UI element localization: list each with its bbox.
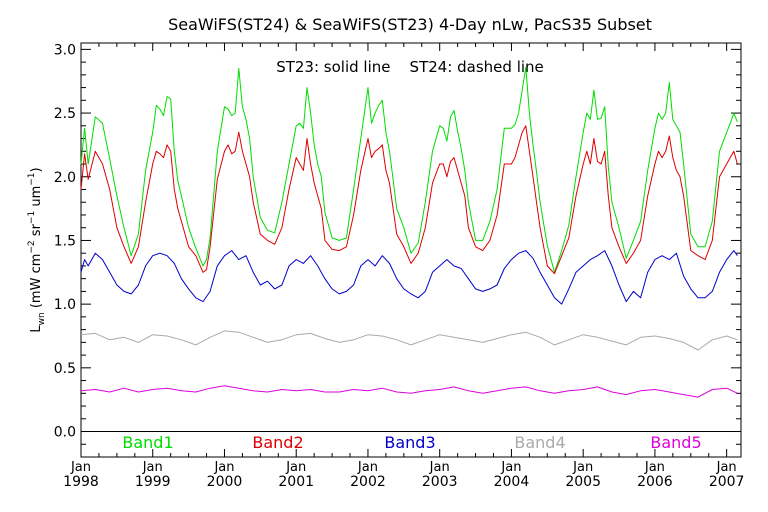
series-line-band4: [80, 330, 738, 351]
y-tick-label: 1.5: [54, 233, 76, 249]
x-tick-year-label: 2003: [422, 474, 458, 490]
series-group: [80, 66, 738, 398]
y-axis-label: Lwn (mW cm−2 sr−1 um−1): [27, 167, 47, 332]
plot-frame: [80, 42, 742, 458]
x-tick-year-label: 1998: [63, 474, 99, 490]
x-tick-month-label: Jan: [500, 460, 521, 475]
x-tick-year-label: 2006: [637, 474, 673, 490]
series-line-band5: [80, 385, 738, 398]
x-tick-year-label: 1999: [135, 474, 171, 490]
y-tick-label: 2.5: [54, 106, 76, 122]
x-tick-month-label: Jan: [716, 460, 737, 475]
series-line-band2: [80, 125, 738, 275]
x-tick-month-label: Jan: [213, 460, 234, 475]
line-style-annotation: ST23: solid line ST24: dashed line: [276, 58, 544, 76]
legend-entry-band4: Band4: [514, 433, 565, 452]
x-tick-month-label: Jan: [644, 460, 665, 475]
y-tick-label: 3.0: [54, 42, 76, 58]
x-tick-month-label: Jan: [70, 460, 91, 475]
x-tick-month-label: Jan: [357, 460, 378, 475]
y-tick-label: 1.0: [54, 297, 76, 313]
x-tick-year-label: 2004: [494, 474, 530, 490]
legend: Band1 Band2 Band3 Band4 Band5: [122, 433, 701, 452]
x-tick-year-label: 2005: [565, 474, 601, 490]
y-axis: 0.0 0.5 1.0 1.5 2.0 2.5 3.0: [54, 42, 741, 445]
legend-entry-band2: Band2: [252, 433, 303, 452]
y-tick-label: 0.5: [54, 361, 76, 377]
x-axis: Jan1998Jan1999Jan2000Jan2001Jan2002Jan20…: [63, 43, 744, 490]
legend-entry-band1: Band1: [122, 433, 173, 452]
series-line-band1: [80, 66, 738, 273]
x-tick-month-label: Jan: [429, 460, 450, 475]
y-tick-label: 0.0: [54, 425, 76, 441]
x-tick-month-label: Jan: [572, 460, 593, 475]
legend-entry-band3: Band3: [384, 433, 435, 452]
x-tick-year-label: 2000: [207, 474, 243, 490]
chart-title: SeaWiFS(ST24) & SeaWiFS(ST23) 4-Day nLw,…: [168, 15, 652, 34]
x-tick-month-label: Jan: [285, 460, 306, 475]
series-line-band3: [80, 250, 738, 305]
y-tick-label: 2.0: [54, 170, 76, 186]
x-tick-year-label: 2001: [278, 474, 314, 490]
x-tick-month-label: Jan: [142, 460, 163, 475]
x-tick-year-label: 2002: [350, 474, 386, 490]
x-tick-year-label: 2007: [709, 474, 745, 490]
legend-entry-band5: Band5: [650, 433, 701, 452]
